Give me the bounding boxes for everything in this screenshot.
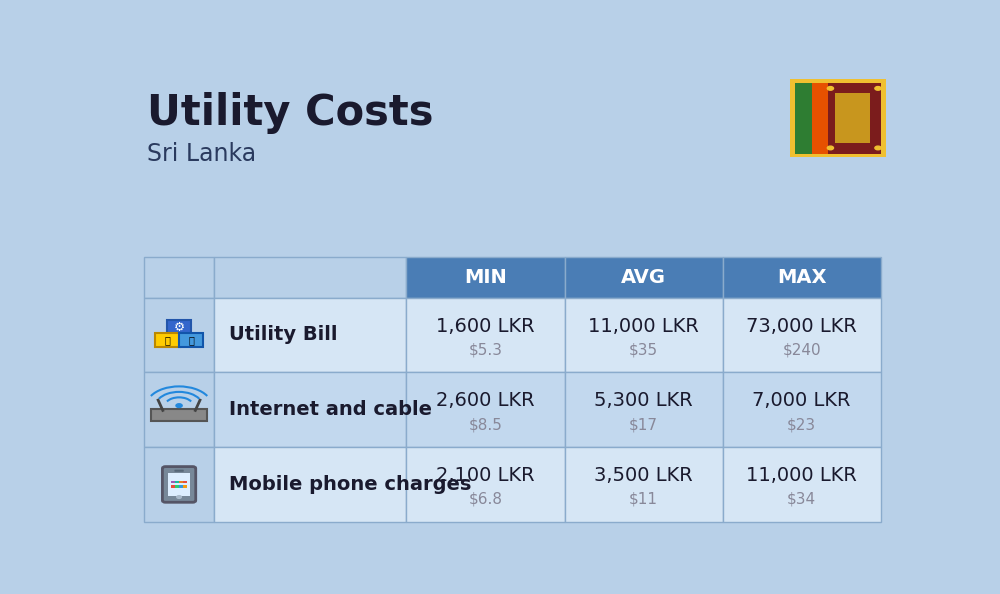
Text: Utility Bill: Utility Bill <box>229 326 338 345</box>
FancyBboxPatch shape <box>179 485 183 488</box>
FancyBboxPatch shape <box>144 447 214 522</box>
Text: $17: $17 <box>629 417 658 432</box>
Text: Utility Costs: Utility Costs <box>147 92 433 134</box>
FancyBboxPatch shape <box>179 333 203 347</box>
FancyBboxPatch shape <box>828 83 881 154</box>
FancyBboxPatch shape <box>565 447 723 522</box>
Text: 3,500 LKR: 3,500 LKR <box>594 466 693 485</box>
FancyBboxPatch shape <box>214 298 406 372</box>
FancyBboxPatch shape <box>565 298 723 372</box>
FancyBboxPatch shape <box>171 481 176 484</box>
FancyBboxPatch shape <box>179 481 183 484</box>
FancyBboxPatch shape <box>183 481 187 484</box>
Text: $6.8: $6.8 <box>469 492 503 507</box>
FancyBboxPatch shape <box>183 485 187 488</box>
FancyBboxPatch shape <box>565 257 723 298</box>
FancyBboxPatch shape <box>144 257 214 298</box>
FancyBboxPatch shape <box>723 447 881 522</box>
Text: Internet and cable: Internet and cable <box>229 400 432 419</box>
Text: 🔌: 🔌 <box>164 335 170 345</box>
Text: $35: $35 <box>629 343 658 358</box>
FancyBboxPatch shape <box>168 473 190 496</box>
FancyBboxPatch shape <box>406 257 565 298</box>
FancyBboxPatch shape <box>723 257 881 298</box>
Text: 5,300 LKR: 5,300 LKR <box>594 391 693 410</box>
FancyBboxPatch shape <box>144 372 214 447</box>
Text: ⚙: ⚙ <box>173 321 185 334</box>
FancyBboxPatch shape <box>406 372 565 447</box>
FancyBboxPatch shape <box>174 470 184 472</box>
Text: 11,000 LKR: 11,000 LKR <box>746 466 857 485</box>
Text: 11,000 LKR: 11,000 LKR <box>588 317 699 336</box>
FancyBboxPatch shape <box>214 372 406 447</box>
Text: 7,000 LKR: 7,000 LKR <box>752 391 851 410</box>
Circle shape <box>177 495 181 498</box>
Text: MIN: MIN <box>464 267 507 286</box>
Text: Mobile phone charges: Mobile phone charges <box>229 475 472 494</box>
FancyBboxPatch shape <box>151 409 207 421</box>
FancyBboxPatch shape <box>835 93 870 143</box>
Text: 2,600 LKR: 2,600 LKR <box>436 391 535 410</box>
Text: 1,600 LKR: 1,600 LKR <box>436 317 535 336</box>
FancyBboxPatch shape <box>795 83 812 154</box>
FancyBboxPatch shape <box>790 79 886 157</box>
Circle shape <box>875 146 881 150</box>
Circle shape <box>176 404 182 407</box>
Text: $34: $34 <box>787 492 816 507</box>
Circle shape <box>827 87 834 90</box>
Text: $5.3: $5.3 <box>469 343 503 358</box>
FancyBboxPatch shape <box>175 481 179 484</box>
FancyBboxPatch shape <box>723 372 881 447</box>
Text: MAX: MAX <box>777 267 826 286</box>
FancyBboxPatch shape <box>144 298 214 372</box>
Text: 2,100 LKR: 2,100 LKR <box>436 466 535 485</box>
FancyBboxPatch shape <box>171 485 176 488</box>
FancyBboxPatch shape <box>214 447 406 522</box>
FancyBboxPatch shape <box>406 447 565 522</box>
FancyBboxPatch shape <box>155 333 180 347</box>
FancyBboxPatch shape <box>175 485 179 488</box>
Text: Sri Lanka: Sri Lanka <box>147 142 256 166</box>
Text: AVG: AVG <box>621 267 666 286</box>
Text: 73,000 LKR: 73,000 LKR <box>746 317 857 336</box>
Text: $240: $240 <box>782 343 821 358</box>
FancyBboxPatch shape <box>565 372 723 447</box>
Text: $23: $23 <box>787 417 816 432</box>
FancyBboxPatch shape <box>214 257 406 298</box>
Text: $11: $11 <box>629 492 658 507</box>
FancyBboxPatch shape <box>406 298 565 372</box>
Text: 💧: 💧 <box>188 335 194 345</box>
Text: $8.5: $8.5 <box>469 417 502 432</box>
Circle shape <box>827 146 834 150</box>
FancyBboxPatch shape <box>167 320 191 334</box>
FancyBboxPatch shape <box>812 83 828 154</box>
FancyBboxPatch shape <box>723 298 881 372</box>
FancyBboxPatch shape <box>162 467 196 503</box>
Circle shape <box>875 87 881 90</box>
